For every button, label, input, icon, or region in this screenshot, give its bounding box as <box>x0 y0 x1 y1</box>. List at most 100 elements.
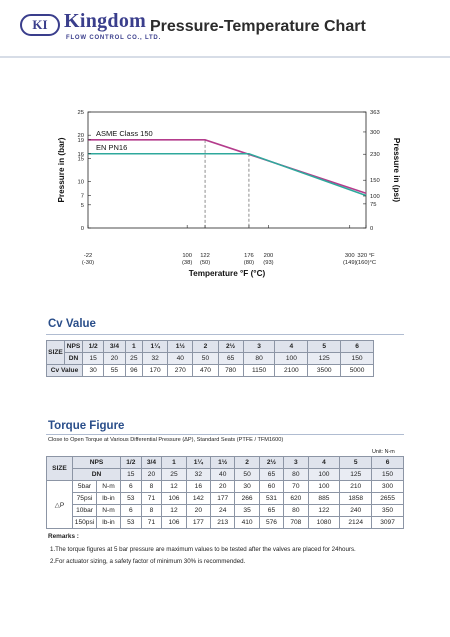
torque-nps-cell: 1 <box>161 456 187 469</box>
torque-dn-cell: 20 <box>140 468 163 481</box>
cv-value-cell: 2100 <box>274 364 309 377</box>
torque-table: SIZE NPS 1/2 3/4 1 1¼ 1½ 2 2½ 3 4 5 6 DN… <box>46 456 404 529</box>
torque-row: △P 5bar N-m 6 8 12 16 20 30 60 70 100 21… <box>46 480 404 529</box>
torque-cell: 53 <box>120 492 142 505</box>
cv-nps-cell: 4 <box>274 340 309 353</box>
torque-cell: 3097 <box>371 516 404 529</box>
torque-cell: 65 <box>258 504 285 517</box>
cv-value-cell: 270 <box>167 364 194 377</box>
torque-unit: Unit: N-m <box>372 449 395 455</box>
torque-cell: 60 <box>258 480 285 493</box>
cv-dn-row: DN 15 20 25 32 40 50 65 80 100 125 150 <box>47 352 374 365</box>
x-tick-label: 320 °F <box>357 253 375 259</box>
series-line <box>88 152 367 197</box>
y2-tick-label: 100 <box>370 194 380 200</box>
x-tick-label: 300 <box>345 253 355 259</box>
torque-cell: 106 <box>161 516 187 529</box>
y-tick-label: 25 <box>78 110 84 116</box>
torque-cell: 122 <box>307 504 341 517</box>
cv-nps-row: SIZE NPS 1/2 3/4 1 1¼ 1½ 2 2½ 3 4 5 6 <box>46 340 374 365</box>
torque-nps-cell: 3/4 <box>140 456 163 469</box>
torque-cell: 20 <box>210 480 236 493</box>
torque-dn-cell: 25 <box>161 468 187 481</box>
torque-cell: 6 <box>120 504 142 517</box>
y-tick-label: 10 <box>78 180 84 186</box>
torque-nps-cell: 1¼ <box>185 456 212 469</box>
torque-cell: 2124 <box>339 516 373 529</box>
y2-tick-label: 0 <box>370 226 373 232</box>
cv-dn-cell: 40 <box>167 352 194 365</box>
torque-cell: 142 <box>185 492 212 505</box>
torque-cell: 35 <box>234 504 260 517</box>
torque-nps-cell: 2½ <box>258 456 285 469</box>
x-tick-sublabel: (50) <box>200 260 210 266</box>
cv-section-title: Cv Value <box>48 318 96 330</box>
plot-frame <box>87 111 367 229</box>
series-line <box>88 139 367 194</box>
cv-size-label: SIZE <box>46 340 65 365</box>
torque-row: 75psi lb-in 53 71 106 142 177 266 531 62… <box>47 492 404 505</box>
torque-nps-cell: 1½ <box>210 456 236 469</box>
torque-dn-cell: 125 <box>339 468 373 481</box>
y-tick-label: 5 <box>81 203 84 209</box>
cv-dn-cell: 15 <box>81 352 105 365</box>
y2-tick-label: 300 <box>370 130 380 136</box>
y-tick-label: 15 <box>78 156 84 162</box>
x-tick-label: 200 <box>264 253 274 259</box>
cv-nps-cell: 1 <box>124 340 144 353</box>
cv-dn-cell: 25 <box>124 352 144 365</box>
torque-cell: 12 <box>161 504 187 517</box>
torque-cell: 210 <box>339 480 373 493</box>
torque-dn-cell: 32 <box>185 468 212 481</box>
cv-value-cell: 96 <box>124 364 144 377</box>
cv-value-row: Cv Value 30 55 96 170 270 470 780 1150 2… <box>46 364 374 377</box>
torque-nps-row: SIZE NPS 1/2 3/4 1 1¼ 1½ 2 2½ 3 4 5 6 <box>46 456 404 481</box>
torque-dn-cell: 150 <box>371 468 404 481</box>
x-tick-sublabel: (38) <box>182 260 192 266</box>
torque-nps-cell: 5 <box>339 456 373 469</box>
torque-dn-cell: 50 <box>234 468 260 481</box>
torque-nps-label: NPS <box>72 456 121 469</box>
torque-cell: 576 <box>258 516 285 529</box>
torque-cell: 16 <box>185 480 212 493</box>
torque-cell: 71 <box>140 516 163 529</box>
cv-dn-cell: 80 <box>242 352 276 365</box>
torque-section-title: Torque Figure <box>48 420 125 432</box>
y-axis-label: Pressure in (bar) <box>57 137 66 202</box>
torque-row: 10bar N-m 6 8 12 20 24 35 65 80 122 240 … <box>47 504 404 517</box>
cv-nps-cell: 3/4 <box>103 340 126 353</box>
cv-value-cell: 470 <box>192 364 219 377</box>
torque-cell: 71 <box>140 492 163 505</box>
cv-value-cell: 1150 <box>242 364 276 377</box>
cv-dn-cell: 100 <box>274 352 309 365</box>
header-divider <box>0 56 450 58</box>
cv-table: SIZE NPS 1/2 3/4 1 1¼ 1½ 2 2½ 3 4 5 6 DN… <box>46 340 374 377</box>
cv-dn-cell: 20 <box>103 352 126 365</box>
cv-dn-cell: 150 <box>340 352 374 365</box>
torque-dn-cell: 65 <box>258 468 285 481</box>
brand-name: Kingdom <box>64 10 147 32</box>
torque-nps-cell: 6 <box>371 456 404 469</box>
torque-row: 150psi lb-in 53 71 106 177 213 410 576 7… <box>47 516 404 529</box>
x-tick-sublabel: (149) <box>343 260 357 266</box>
header-bar: KI Kingdom FLOW CONTROL CO., LTD. Pressu… <box>0 0 450 62</box>
x-tick-sublabel: (-30) <box>82 260 94 266</box>
torque-cell: 100 <box>307 480 341 493</box>
torque-note: Close to Open Torque at Various Differen… <box>48 437 284 443</box>
y-tick-label: 20 <box>78 133 84 139</box>
torque-pressure: 75psi <box>72 492 97 505</box>
torque-dn-cell: 80 <box>283 468 309 481</box>
remark-item: 1.The torque figures at 5 bar pressure a… <box>50 546 356 553</box>
y2-tick-label: 230 <box>370 152 380 158</box>
cv-dn-cell: 65 <box>217 352 244 365</box>
cv-value-cell: 170 <box>142 364 169 377</box>
cv-dn-cell: 50 <box>192 352 219 365</box>
cv-nps-cell: 3 <box>242 340 276 353</box>
remarks-title: Remarks : <box>48 533 79 540</box>
torque-cell: 531 <box>258 492 285 505</box>
torque-pressure: 10bar <box>72 504 97 517</box>
torque-cell: 70 <box>283 480 309 493</box>
y2-tick-label: 75 <box>370 202 376 208</box>
torque-nps-cell: 2 <box>234 456 260 469</box>
